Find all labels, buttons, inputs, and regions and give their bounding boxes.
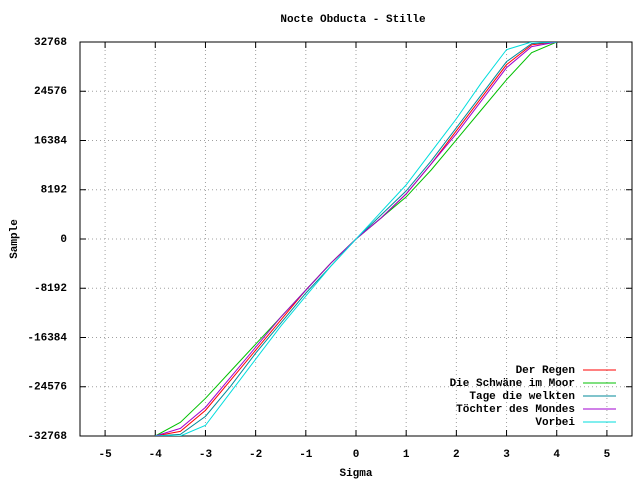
series-line: [155, 42, 557, 436]
y-tick-label: 16384: [34, 135, 67, 147]
x-tick-label: -5: [98, 449, 112, 461]
x-tick-label: -4: [149, 449, 163, 461]
x-tick-label: 5: [604, 449, 611, 461]
y-tick-label: 0: [60, 234, 67, 246]
plot-border: [79, 41, 633, 437]
x-tick-label: 0: [353, 449, 360, 461]
legend-label: Die Schwäne im Moor: [450, 378, 575, 390]
chart-title: Nocte Obducta - Stille: [280, 14, 426, 26]
y-tick-label: -32768: [27, 431, 67, 443]
y-axis-label: Sample: [9, 219, 21, 259]
x-tick-label: 4: [553, 449, 560, 461]
x-tick-label: -2: [249, 449, 262, 461]
x-tick-label: -1: [299, 449, 313, 461]
y-tick-label: -8192: [34, 283, 67, 295]
legend-label: Tage die welkten: [469, 391, 575, 403]
x-tick-label: 2: [453, 449, 460, 461]
y-tick-label: 24576: [34, 86, 67, 98]
y-tick-label: -24576: [27, 382, 67, 394]
x-tick-label: -3: [199, 449, 213, 461]
x-tick-label: 3: [503, 449, 510, 461]
legend-label: Töchter des Mondes: [456, 404, 575, 416]
y-tick-label: 8192: [41, 185, 67, 197]
legend-label: Der Regen: [516, 365, 575, 377]
plot-area: [155, 42, 557, 436]
x-axis-label: Sigma: [339, 468, 372, 480]
y-tick-label: 32768: [34, 37, 67, 49]
legend-label: Vorbei: [535, 417, 575, 429]
x-tick-label: 1: [403, 449, 410, 461]
y-tick-label: -16384: [27, 332, 67, 344]
